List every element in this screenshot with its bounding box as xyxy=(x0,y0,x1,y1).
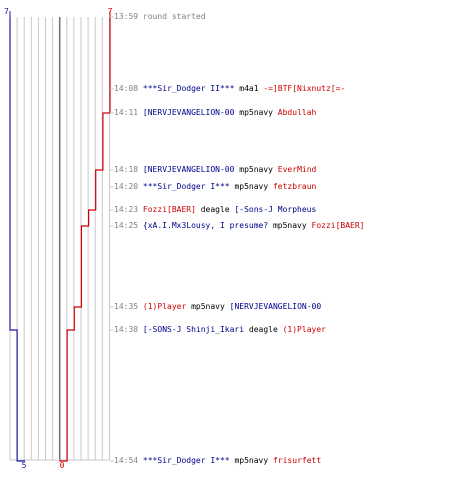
victim-name: Fozzi[BAER] xyxy=(311,221,365,230)
event-time: 14:38 xyxy=(114,325,139,334)
event-time: 14:08 xyxy=(114,84,139,93)
victim-name: Abdullah xyxy=(277,108,317,117)
victim-name: EverMind xyxy=(277,165,317,174)
event-time: 13:59 xyxy=(114,12,139,21)
event-text: round started xyxy=(142,12,206,21)
killer-name: ***Sir_Dodger I*** xyxy=(142,182,230,191)
killer-name: ***Sir_Dodger II*** xyxy=(142,84,235,93)
kill-row: 14:08 ***Sir_Dodger II*** m4a1 -=]BTF[Ni… xyxy=(114,84,345,94)
red-score-line xyxy=(59,17,111,462)
kill-row: 14:38 [-SONS-J Shinji_Ikari deagle (1)Pl… xyxy=(114,325,326,335)
killer-name: (1)Player xyxy=(142,302,187,311)
killer-name: [NERVJEVANGELION-00 xyxy=(142,108,235,117)
round-start-row: 13:59 round started xyxy=(114,12,206,22)
kill-row: 14:25 {xA.I.Mx3Lousy, I presume? mp5navy… xyxy=(114,221,365,231)
blue-score-line xyxy=(9,17,25,462)
victim-name: [-Sons-J Morpheus xyxy=(234,205,317,214)
blue-final-score: 5 xyxy=(22,461,27,470)
weapon-name: mp5navy xyxy=(234,108,278,117)
blue-start-score: 7 xyxy=(4,7,9,16)
victim-name: -=]BTF[Nixnutz[=- xyxy=(263,84,346,93)
red-start-score: 7 xyxy=(108,7,113,16)
event-time: 14:35 xyxy=(114,302,139,311)
event-time: 14:23 xyxy=(114,205,139,214)
event-time: 14:18 xyxy=(114,165,139,174)
event-time: 14:54 xyxy=(114,456,139,465)
kill-row: 14:23 Fozzi[BAER] deagle [-Sons-J Morphe… xyxy=(114,205,316,215)
kill-row: 14:11 [NERVJEVANGELION-00 mp5navy Abdull… xyxy=(114,108,316,118)
weapon-name: deagle xyxy=(244,325,283,334)
victim-name: [NERVJEVANGELION-00 xyxy=(229,302,322,311)
event-time: 14:20 xyxy=(114,182,139,191)
weapon-name: m4a1 xyxy=(234,84,264,93)
weapon-name: mp5navy xyxy=(268,221,312,230)
victim-name: (1)Player xyxy=(282,325,326,334)
kill-row: 14:35 (1)Player mp5navy [NERVJEVANGELION… xyxy=(114,302,321,312)
kill-row: 14:54 ***Sir_Dodger I*** mp5navy frisurf… xyxy=(114,456,321,466)
weapon-name: mp5navy xyxy=(229,182,273,191)
killer-name: ***Sir_Dodger I*** xyxy=(142,456,230,465)
weapon-name: mp5navy xyxy=(229,456,273,465)
victim-name: frisurfett xyxy=(272,456,322,465)
event-time: 14:25 xyxy=(114,221,139,230)
red-final-score: 0 xyxy=(60,461,65,470)
weapon-name: mp5navy xyxy=(186,302,230,311)
killer-name: {xA.I.Mx3Lousy, I presume? xyxy=(142,221,269,230)
victim-name: fetzbraun xyxy=(272,182,317,191)
weapon-name: mp5navy xyxy=(234,165,278,174)
event-time: 14:11 xyxy=(114,108,139,117)
kill-row: 14:18 [NERVJEVANGELION-00 mp5navy EverMi… xyxy=(114,165,316,175)
kill-row: 14:20 ***Sir_Dodger I*** mp5navy fetzbra… xyxy=(114,182,316,192)
weapon-name: deagle xyxy=(195,205,235,214)
killer-name: [NERVJEVANGELION-00 xyxy=(142,165,235,174)
killer-name: [-SONS-J Shinji_Ikari xyxy=(142,325,245,334)
killer-name: Fozzi[BAER] xyxy=(142,205,196,214)
